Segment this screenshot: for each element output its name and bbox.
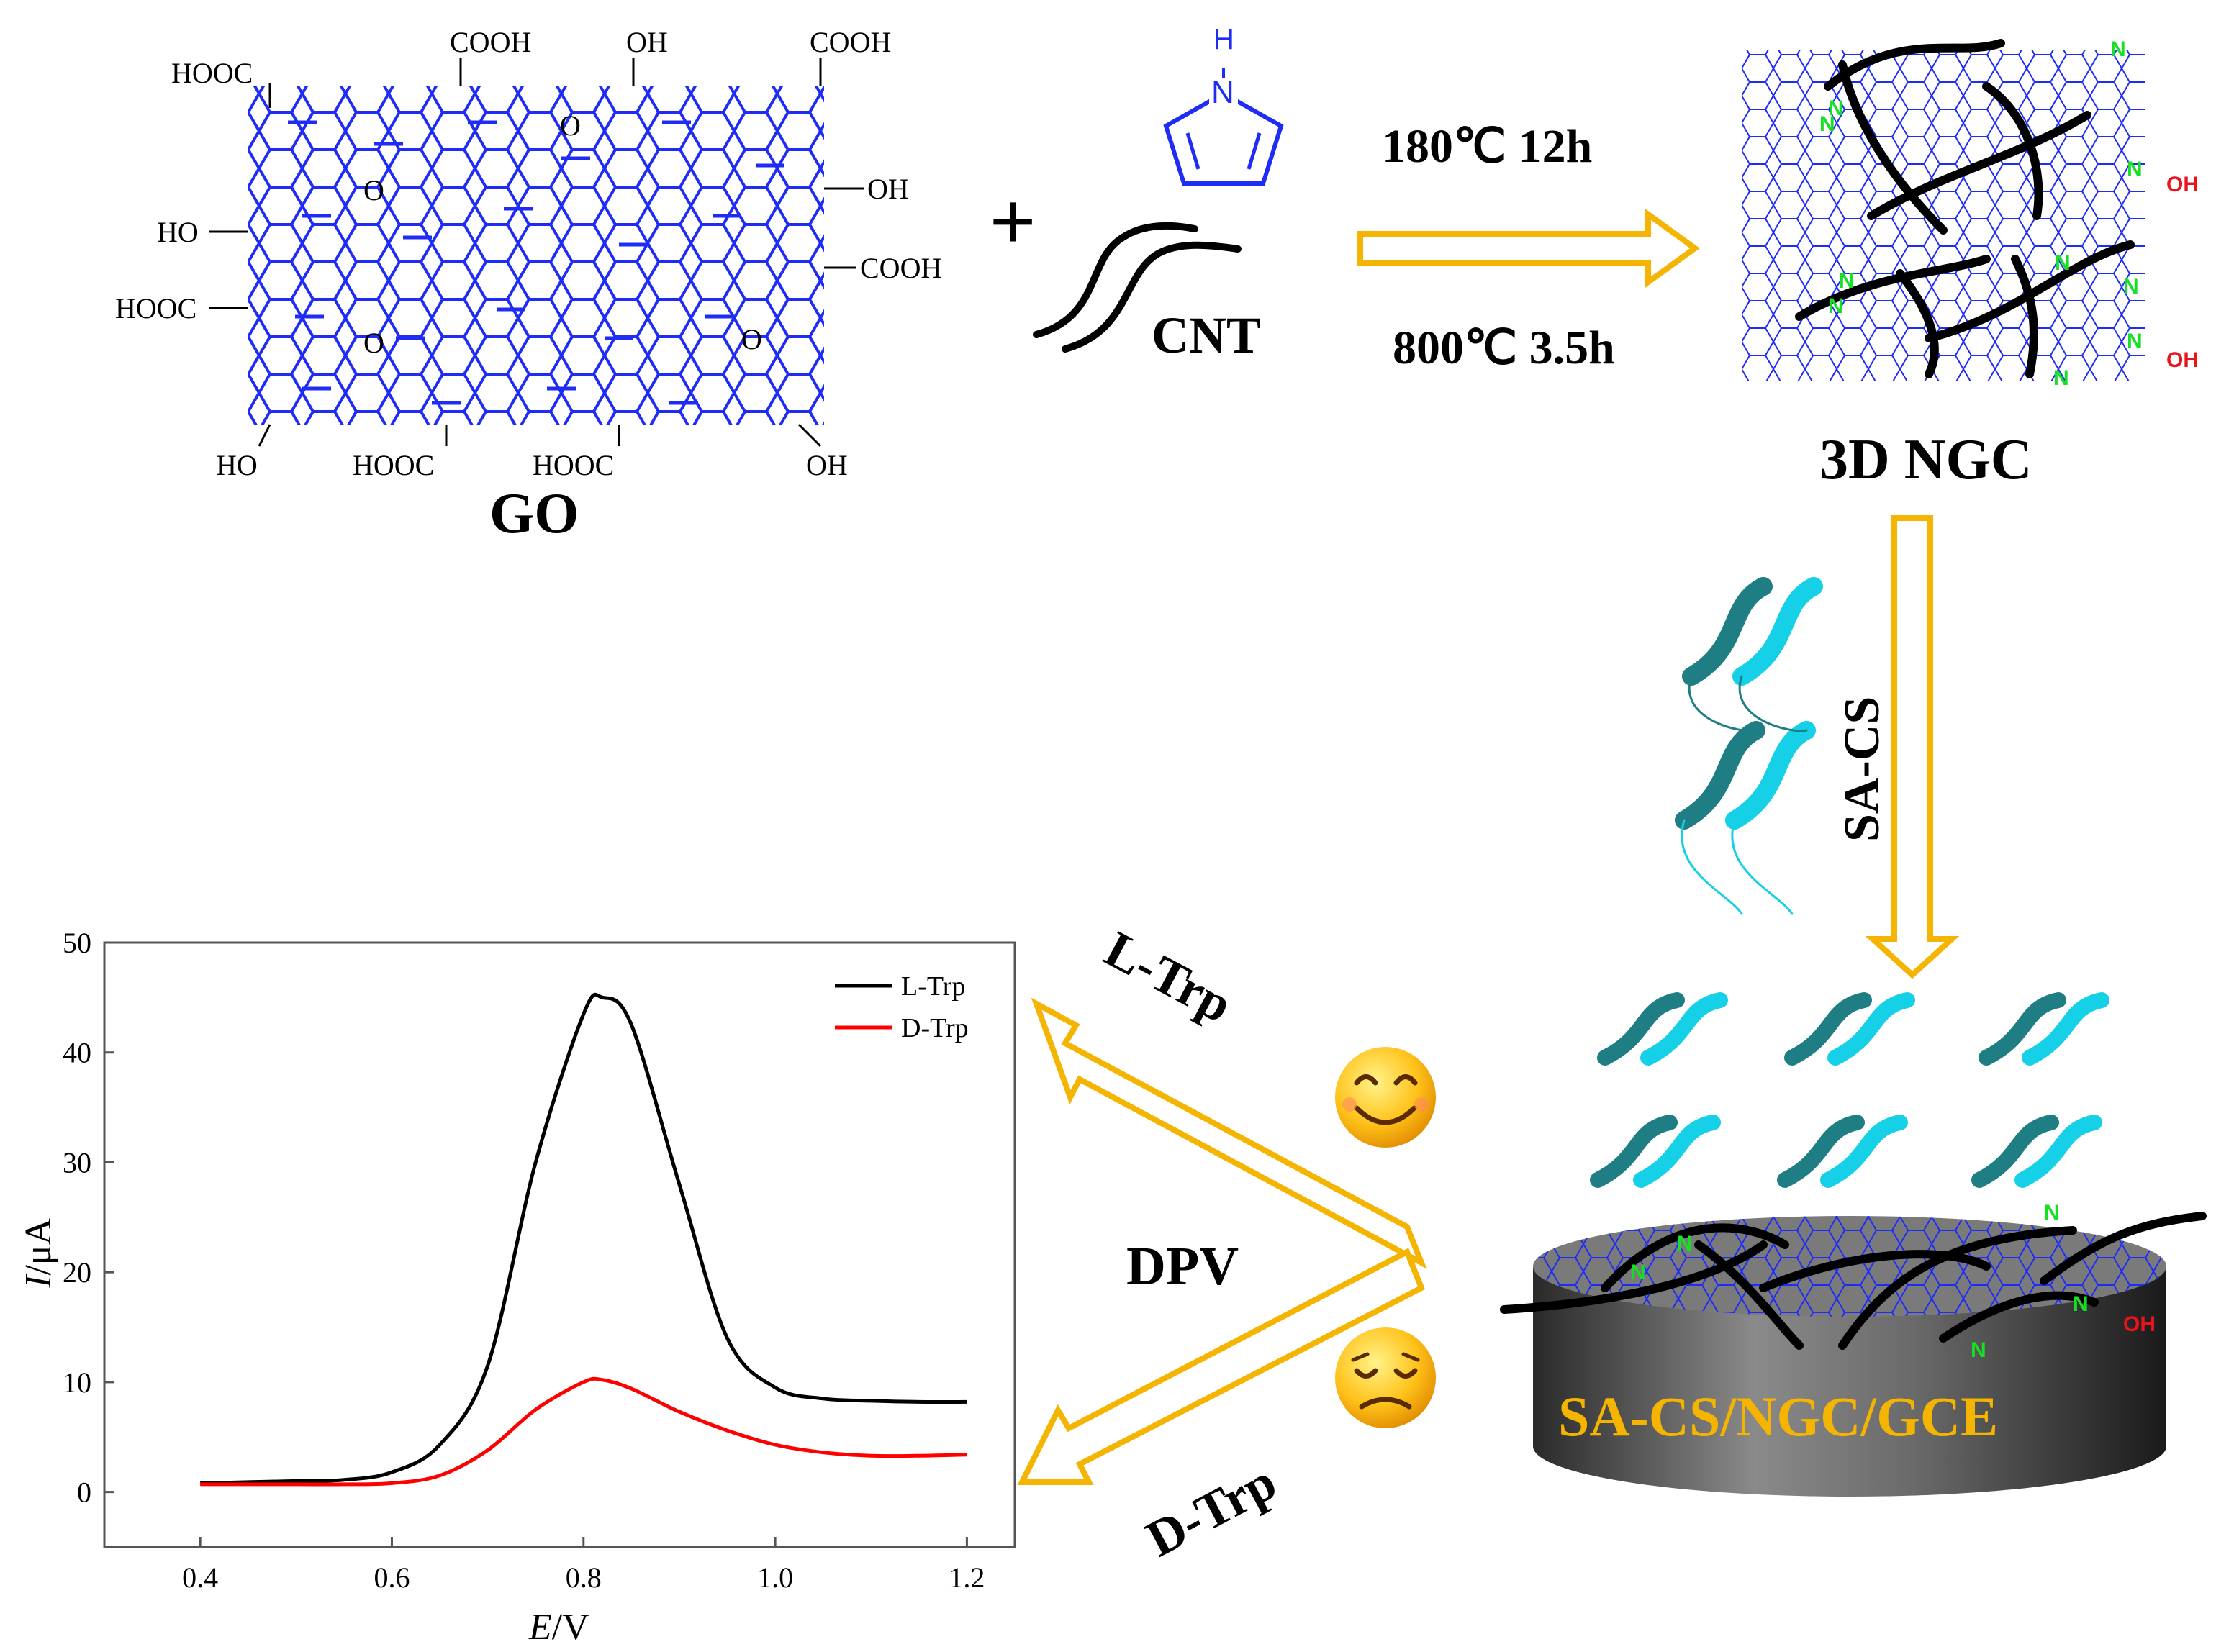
pyrrole-h: H: [1213, 24, 1234, 55]
ngc-n-label-4: N: [2127, 158, 2143, 181]
go-group-ho-2: HO: [216, 449, 258, 481]
legend-label-d-trp: D-Trp: [901, 1013, 969, 1043]
step1-conditions: 180℃ 12h: [1382, 120, 1592, 173]
ngc-n-label-9: N: [2127, 330, 2143, 353]
sa-cs-label: SA-CS: [1835, 696, 1890, 842]
go-epoxy-o-4: O: [741, 323, 762, 355]
electrode-n-label-1: N: [1677, 1232, 1693, 1256]
go-group-cooh-1: COOH: [450, 26, 531, 58]
plus-sign: +: [990, 177, 1036, 266]
ngc-n-label-10: N: [2053, 366, 2069, 390]
cnt-icon: [1033, 222, 1242, 353]
y-axis: 0 10 20 30 40 50: [63, 927, 114, 1509]
ngc-nanotubes: [1795, 39, 2135, 378]
y-axis-label: I/μA: [18, 1217, 59, 1289]
x-tick-label: 0.8: [566, 1561, 602, 1594]
go-label: GO: [489, 482, 579, 545]
ngc-n-label-1: N: [1819, 112, 1835, 136]
go-group-cooh-3: COOH: [860, 252, 941, 284]
x-tick-label: 0.6: [374, 1561, 410, 1594]
pyrrole-n: N: [1211, 75, 1234, 110]
electrode-nanotubes: [1500, 1212, 2207, 1350]
x-tick-label: 1.0: [757, 1561, 793, 1594]
ngc-n-label-8: N: [2123, 275, 2139, 299]
ngc-structure: N N N N N N N N N N OH OH: [1742, 37, 2199, 390]
x-axis-label: E/V: [528, 1607, 589, 1648]
x-tick-label: 1.2: [949, 1561, 985, 1594]
chart-series: [200, 992, 967, 1487]
electrode-label: SA-CS/NGC/GCE: [1558, 1385, 1998, 1448]
y-tick-label: 30: [63, 1146, 91, 1179]
ngc-oh-label-2: OH: [2166, 348, 2199, 372]
go-group-hooc-4: HOOC: [533, 449, 614, 481]
y-tick-label: 20: [63, 1256, 91, 1289]
legend-label-l-trp: L-Trp: [901, 971, 965, 1002]
ngc-label: 3D NGC: [1819, 428, 2032, 491]
x-axis-label-var: E: [528, 1607, 552, 1648]
d-trp-label: D-Trp: [1137, 1453, 1285, 1568]
l-trp-arrow: [1031, 997, 1427, 1269]
go-group-hooc-1: HOOC: [171, 57, 253, 89]
modification-arrow: [1865, 515, 1960, 979]
electrode-n-label-5: N: [1971, 1338, 1986, 1362]
go-group-hooc-2: HOOC: [115, 292, 196, 324]
y-axis-label-unit: /μA: [18, 1217, 59, 1275]
y-tick-label: 50: [63, 927, 91, 959]
go-double-bonds: [288, 120, 784, 405]
chart-legend: L-Trp D-Trp: [835, 971, 969, 1043]
go-epoxy-o-2: O: [363, 174, 384, 206]
cnt-label: CNT: [1152, 307, 1261, 364]
happy-face-icon: [1335, 1047, 1436, 1148]
go-group-oh-2: OH: [867, 173, 909, 205]
go-group-ho-1: HO: [157, 216, 199, 248]
plot-frame: [103, 941, 1016, 1548]
y-tick-label: 0: [77, 1476, 91, 1509]
go-group-bonds: [209, 58, 864, 448]
dpv-label: DPV: [1126, 1236, 1239, 1297]
series-line-l-trp: [200, 992, 967, 1485]
ngc-n-label-5: N: [2055, 251, 2071, 275]
y-axis-label-var: I: [18, 1274, 59, 1289]
x-axis: 0.4 0.6 0.8 1.0 1.2: [182, 1537, 985, 1594]
electrode-n-label-2: N: [1630, 1261, 1646, 1284]
electrode-n-label-3: N: [2044, 1201, 2060, 1225]
helix-icon: [1675, 577, 1823, 915]
l-trp-label: L-Trp: [1095, 920, 1241, 1033]
electrode-oh-label: OH: [2123, 1312, 2156, 1336]
y-tick-label: 10: [63, 1366, 91, 1399]
electrode-body: [1533, 1266, 2166, 1497]
go-epoxy-o-3: O: [363, 327, 384, 359]
go-group-oh-3: OH: [806, 449, 848, 481]
go-group-cooh-2: COOH: [810, 26, 891, 58]
dpv-chart: 0.4 0.6 0.8 1.0 1.2 0 10 20 30 40 50 L-Trp D-Trp E…: [18, 927, 1016, 1648]
series-line-d-trp: [200, 1376, 967, 1487]
pyrrole-structure: N H: [1163, 24, 1284, 186]
ngc-n-label-7: N: [1839, 269, 1855, 293]
go-structure: HOOC COOH OH COOH O OH O HO COOH HOOC O …: [115, 26, 941, 481]
synthesis-arrow: [1357, 209, 1700, 288]
ngc-oh-label-1: OH: [2166, 173, 2199, 196]
x-tick-label: 0.4: [182, 1561, 218, 1594]
go-lattice: [248, 86, 824, 425]
ngc-n-label-3: N: [2110, 37, 2126, 61]
electrode: N N N N N OH SA-CS/NGC/GCE: [1500, 992, 2207, 1497]
x-axis-label-unit: /V: [552, 1607, 589, 1648]
ngc-n-label-2: N: [1828, 96, 1844, 120]
go-group-oh-1: OH: [626, 26, 668, 58]
go-group-hooc-3: HOOC: [353, 449, 434, 481]
go-epoxy-o-1: O: [560, 109, 581, 142]
y-tick-label: 40: [63, 1037, 91, 1069]
electrode-n-label-4: N: [2073, 1292, 2089, 1316]
sad-face-icon: [1335, 1328, 1436, 1428]
ngc-n-label-6: N: [1828, 294, 1844, 318]
d-trp-arrow: [1017, 1248, 1426, 1485]
ngc-lower-sheet: [1742, 259, 2145, 381]
step2-conditions: 800℃ 3.5h: [1393, 322, 1615, 374]
electrode-helices: [1590, 992, 2109, 1188]
